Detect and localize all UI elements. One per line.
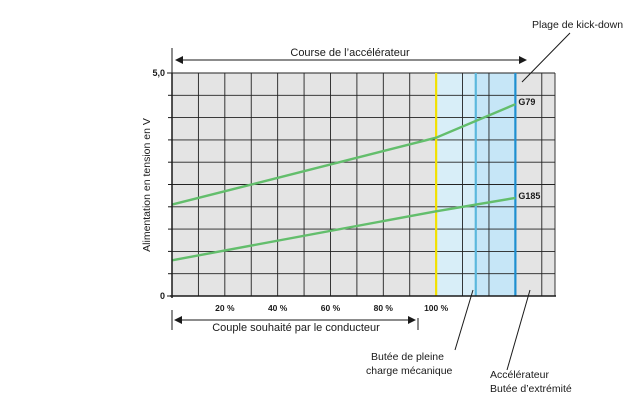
x-tick-label: 80 % [374, 303, 394, 313]
x-tick-label: 40 % [268, 303, 288, 313]
series-label-g79: G79 [518, 97, 535, 107]
kickdown-leader [521, 32, 571, 83]
pedal-leader [506, 289, 531, 371]
couple-label: Couple souhaité par le conducteur [212, 322, 380, 334]
x-tick-label: 20 % [215, 303, 235, 313]
pedal-label-line1: Accélérateur [490, 369, 549, 381]
course-label: Course de l’accélérateur [290, 47, 410, 59]
series-label-g185: G185 [518, 191, 540, 201]
series-line-g79 [171, 103, 516, 206]
x-tick-label: 100 % [424, 303, 449, 313]
y-axis-label: Alimentation en tension en V [141, 118, 153, 252]
kickdown-label: Plage de kick-down [532, 19, 623, 31]
stop-label-line2: charge mécanique [366, 365, 453, 377]
pedal-label-line2: Butée d’extrémité [490, 383, 572, 395]
series-line-g185 [171, 196, 516, 262]
y-tick-label: 5,0 [152, 68, 165, 78]
stop-leader [454, 289, 474, 351]
y-tick-label: 0 [160, 291, 165, 301]
x-tick-label: 60 % [321, 303, 341, 313]
stop-label-line1: Butée de pleine [371, 351, 444, 363]
